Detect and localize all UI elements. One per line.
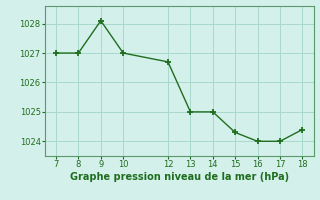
- X-axis label: Graphe pression niveau de la mer (hPa): Graphe pression niveau de la mer (hPa): [70, 172, 289, 182]
